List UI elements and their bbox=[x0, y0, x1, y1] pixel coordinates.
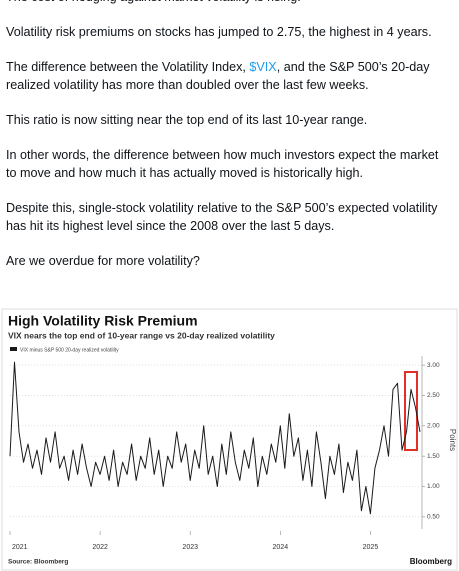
paragraph: Despite this, single-stock volatility re… bbox=[6, 201, 438, 233]
x-tick-label: 2021 bbox=[12, 544, 28, 551]
text: , and the S&P 500’s 20-day realized vola… bbox=[6, 60, 430, 92]
legend-label: VIX minus S&P 500 20-day realized volati… bbox=[20, 347, 119, 353]
chart-subtitle: VIX nears the top end of 10-year range v… bbox=[8, 330, 275, 340]
data-line bbox=[9, 361, 421, 515]
chart: High Volatility Risk Premium VIX nears t… bbox=[1, 308, 458, 571]
chart-title: High Volatility Risk Premium bbox=[8, 313, 198, 329]
cashtag-link[interactable]: $VIX bbox=[249, 60, 277, 74]
x-tick-label: 2023 bbox=[182, 544, 198, 551]
paragraph: The cost of hedging against market volat… bbox=[6, 0, 450, 6]
y-tick-label: 1.00 bbox=[427, 483, 440, 490]
brand: Bloomberg bbox=[410, 557, 452, 566]
y-tick-label: 0.50 bbox=[427, 514, 440, 521]
y-axis-label: Points bbox=[448, 429, 457, 451]
y-tick-label: 3.00 bbox=[427, 362, 440, 369]
paragraph: The difference between the Volatility In… bbox=[6, 58, 450, 94]
text: The difference between the Volatility In… bbox=[6, 60, 250, 74]
x-tick-label: 2024 bbox=[273, 544, 289, 551]
paragraph: In other words, the difference between h… bbox=[6, 148, 439, 180]
x-tick-label: 2025 bbox=[363, 544, 379, 551]
y-tick-label: 1.50 bbox=[427, 453, 440, 460]
paragraph: Volatility risk premiums on stocks has j… bbox=[6, 25, 432, 39]
legend-swatch bbox=[10, 347, 17, 351]
paragraph: Are we overdue for more volatility? bbox=[6, 254, 200, 268]
highlight-box bbox=[404, 371, 418, 451]
y-tick-label: 2.00 bbox=[427, 423, 440, 430]
x-tick-label: 2022 bbox=[92, 544, 108, 551]
post-text: The cost of hedging against market volat… bbox=[6, 0, 450, 287]
paragraph: This ratio is now sitting near the top e… bbox=[6, 113, 368, 127]
y-tick-label: 2.50 bbox=[427, 392, 440, 399]
source: Source: Bloomberg bbox=[8, 559, 68, 566]
